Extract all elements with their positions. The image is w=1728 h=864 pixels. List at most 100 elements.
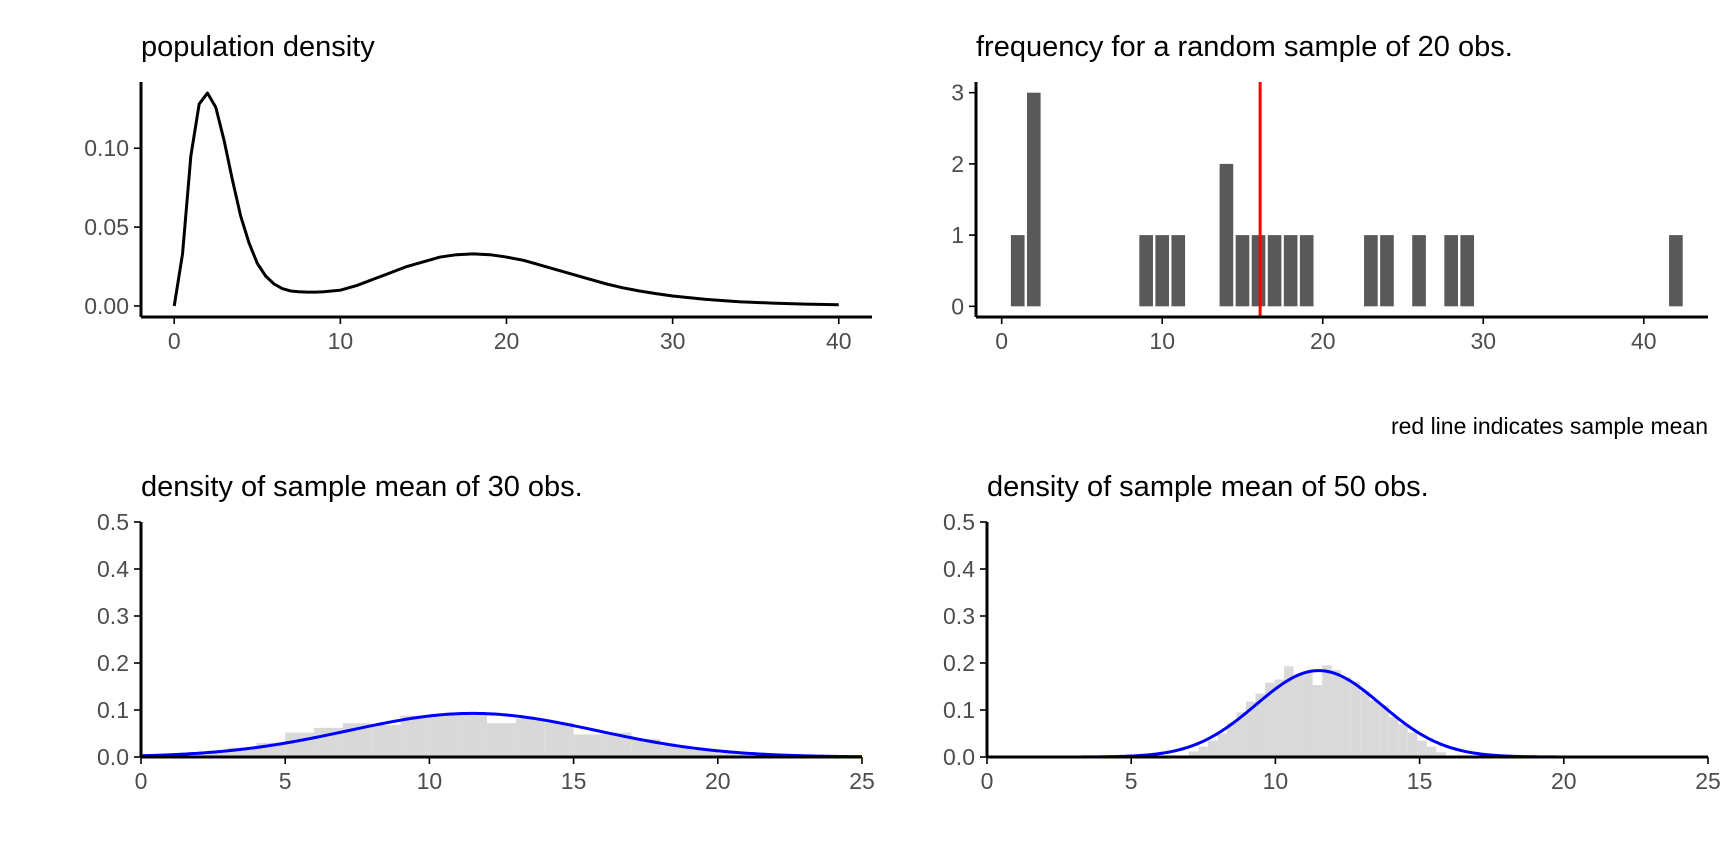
frequency-bar bbox=[1412, 235, 1426, 307]
histogram-bar bbox=[1407, 732, 1418, 757]
freq-panel: frequency for a random sample of 20 obs.… bbox=[951, 31, 1708, 354]
x-tick-label: 15 bbox=[1407, 768, 1433, 794]
histogram-bar bbox=[1236, 712, 1246, 757]
histogram-bar bbox=[1398, 724, 1408, 757]
mean30-panel: density of sample mean of 30 obs. 0 5 10 15 2… bbox=[97, 471, 875, 794]
histogram-bar bbox=[458, 713, 488, 757]
x-tick-label: 15 bbox=[561, 768, 587, 794]
histogram-bar bbox=[515, 718, 545, 757]
histogram-bar bbox=[1188, 751, 1199, 757]
y-tick-label: 0.2 bbox=[97, 650, 129, 676]
y-tick-label: 0.2 bbox=[943, 650, 975, 676]
frequency-bar bbox=[1460, 235, 1475, 307]
frequency-bar bbox=[1235, 235, 1250, 307]
histogram-bar bbox=[1426, 746, 1437, 757]
histogram-bar bbox=[1245, 701, 1256, 757]
x-tick-label: 25 bbox=[1695, 768, 1721, 794]
frequency-bar bbox=[1155, 235, 1170, 307]
histogram-bar bbox=[1360, 691, 1370, 757]
histogram-bar bbox=[1417, 740, 1427, 757]
y-tick-label: 0.4 bbox=[97, 556, 129, 582]
x-tick-label: 20 bbox=[705, 768, 731, 794]
frequency-bar bbox=[1669, 235, 1683, 307]
panel-title: frequency for a random sample of 20 obs. bbox=[976, 31, 1513, 63]
x-tick-label: 20 bbox=[494, 328, 520, 354]
frequency-bar bbox=[1139, 235, 1153, 307]
histogram-bar bbox=[631, 739, 661, 757]
histogram-bar bbox=[227, 747, 257, 757]
histogram-bar bbox=[429, 713, 459, 757]
y-tick-label: 1 bbox=[951, 222, 964, 248]
histogram-bar bbox=[1322, 665, 1332, 757]
histogram-bar bbox=[1198, 746, 1208, 757]
histogram-bar bbox=[1265, 682, 1275, 757]
panel-title: population density bbox=[141, 31, 375, 63]
histogram-bar bbox=[1369, 700, 1380, 757]
y-tick-label: 0.3 bbox=[943, 603, 975, 629]
x-tick-label: 0 bbox=[995, 328, 1008, 354]
x-tick-label: 40 bbox=[1631, 328, 1657, 354]
histogram-bar bbox=[1303, 673, 1313, 757]
histogram-bar bbox=[198, 751, 228, 757]
histogram-bar bbox=[1274, 679, 1285, 757]
frequency-bar bbox=[1444, 235, 1458, 307]
x-tick-label: 5 bbox=[1125, 768, 1138, 794]
histogram-bar bbox=[1312, 685, 1323, 757]
histogram-bar bbox=[1388, 717, 1399, 757]
frequency-bar bbox=[1171, 235, 1186, 307]
x-tick-label: 30 bbox=[660, 328, 686, 354]
x-tick-label: 10 bbox=[1263, 768, 1289, 794]
histogram-bar bbox=[285, 732, 315, 757]
mean50-panel: density of sample mean of 50 obs. 0 5 10 15 2… bbox=[943, 471, 1721, 794]
frequency-bar bbox=[1283, 235, 1298, 307]
histogram-bar bbox=[660, 745, 689, 757]
x-tick-label: 10 bbox=[1149, 328, 1175, 354]
histogram-bar bbox=[1217, 733, 1227, 757]
x-tick-label: 25 bbox=[849, 768, 875, 794]
histogram-bar bbox=[544, 722, 574, 757]
x-tick-label: 0 bbox=[168, 328, 181, 354]
y-tick-label: 0.0 bbox=[943, 744, 975, 770]
histogram-bar bbox=[1331, 670, 1342, 757]
normal-density-curve bbox=[140, 711, 863, 759]
pop-panel: population density 0 10 20 30 40 0.00 0.05 0.10 bbox=[84, 31, 872, 354]
histogram-bar bbox=[1207, 740, 1218, 757]
frequency-bar bbox=[1299, 235, 1314, 307]
y-tick-label: 0.3 bbox=[97, 603, 129, 629]
x-tick-label: 0 bbox=[981, 768, 994, 794]
y-tick-label: 0.1 bbox=[943, 697, 975, 723]
histogram-bar bbox=[1436, 752, 1446, 757]
y-tick-label: 2 bbox=[951, 151, 964, 177]
frequency-bar bbox=[1380, 235, 1394, 307]
y-tick-label: 0.5 bbox=[97, 509, 129, 535]
y-tick-label: 0.10 bbox=[84, 135, 129, 161]
histogram-bar bbox=[1255, 693, 1266, 757]
frequency-bar bbox=[1219, 163, 1234, 307]
y-tick-label: 0.05 bbox=[84, 214, 129, 240]
panel-title: density of sample mean of 50 obs. bbox=[987, 471, 1429, 503]
y-tick-label: 0 bbox=[951, 293, 964, 319]
y-tick-label: 0.4 bbox=[943, 556, 975, 582]
histogram-bar bbox=[688, 749, 718, 757]
frequency-bar bbox=[1026, 92, 1041, 307]
y-tick-label: 0.5 bbox=[943, 509, 975, 535]
y-tick-label: 0.0 bbox=[97, 744, 129, 770]
frequency-bar bbox=[1364, 235, 1378, 307]
histogram-bar bbox=[1341, 677, 1351, 757]
histogram-bar bbox=[717, 753, 747, 757]
x-tick-label: 30 bbox=[1470, 328, 1496, 354]
x-tick-label: 5 bbox=[279, 768, 292, 794]
histogram-bar bbox=[487, 723, 516, 757]
caption: red line indicates sample mean bbox=[1391, 413, 1708, 439]
histogram-bar bbox=[1350, 681, 1361, 757]
y-tick-label: 3 bbox=[951, 80, 964, 106]
x-tick-label: 40 bbox=[826, 328, 852, 354]
x-tick-label: 20 bbox=[1310, 328, 1336, 354]
y-tick-label: 0.00 bbox=[84, 293, 129, 319]
frequency-bar bbox=[1267, 235, 1282, 307]
population-density-line bbox=[172, 91, 839, 307]
frequency-bar bbox=[1251, 235, 1266, 307]
histogram-bar bbox=[1284, 666, 1294, 757]
histogram-bar bbox=[400, 715, 430, 757]
